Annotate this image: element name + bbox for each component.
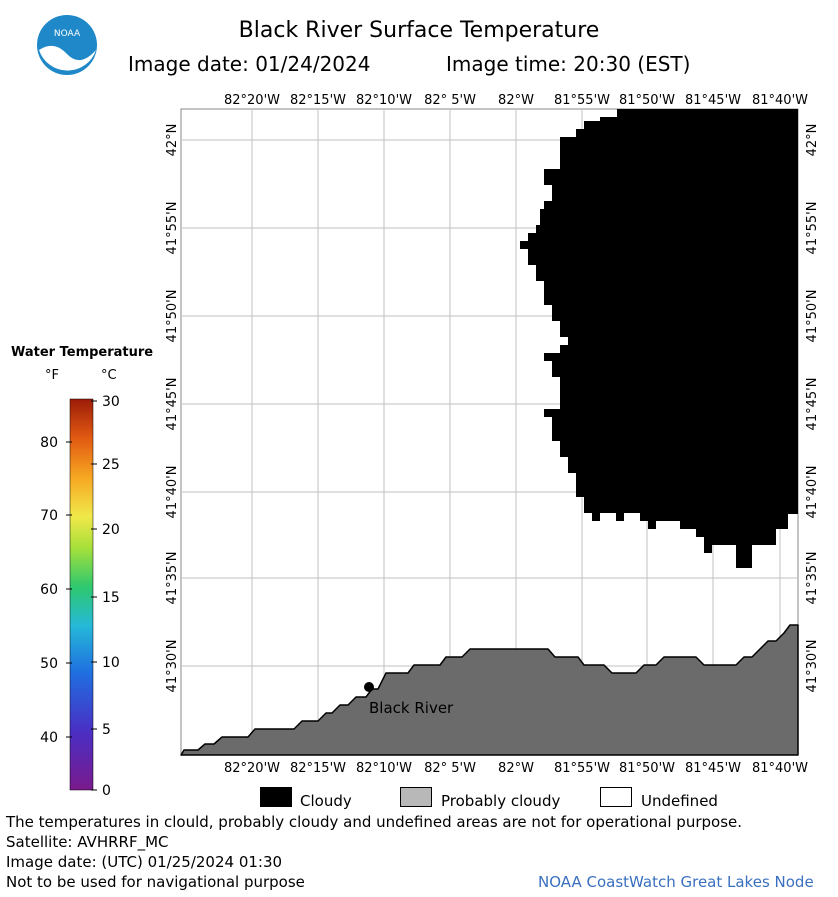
scale-c-tick: 25 bbox=[102, 457, 120, 473]
lat-label-right: 42°N bbox=[805, 124, 820, 157]
lat-label-left: 42°N bbox=[165, 124, 180, 157]
scale-c-tick: 20 bbox=[102, 522, 120, 538]
lon-label-top: 82°W bbox=[498, 93, 534, 108]
lat-label-right: 41°35'N bbox=[805, 552, 820, 605]
legend-swatch-undefined bbox=[600, 787, 632, 807]
lat-label-left: 41°55'N bbox=[165, 202, 180, 255]
scale-title: Water Temperature bbox=[11, 345, 154, 360]
lat-label-left: 41°40'N bbox=[165, 466, 180, 519]
noaa-logo: NOAA bbox=[37, 15, 97, 75]
page-title: Black River Surface Temperature bbox=[238, 18, 600, 43]
color-scale: 80 70 60 50 40 30 25 20 15 10 5 0 bbox=[40, 394, 120, 799]
lat-label-right: 41°50'N bbox=[805, 290, 820, 343]
legend-label-probably-cloudy: Probably cloudy bbox=[441, 792, 561, 810]
lon-label-bottom: 81°55'W bbox=[554, 761, 610, 776]
map: Black River 82°20'W 82°15'W 82°10'W 82° … bbox=[165, 93, 820, 776]
lon-label-top: 81°45'W bbox=[685, 93, 741, 108]
footer-nav-note: Not to be used for navigational purpose bbox=[6, 873, 305, 891]
lat-label-right: 41°30'N bbox=[805, 640, 820, 693]
lon-label-top: 81°40'W bbox=[752, 93, 808, 108]
lon-label-bottom: 82°15'W bbox=[290, 761, 346, 776]
scale-unit-f: °F bbox=[45, 368, 59, 383]
lat-label-right: 41°40'N bbox=[805, 466, 820, 519]
footer-utc-date: Image date: (UTC) 01/25/2024 01:30 bbox=[6, 853, 283, 871]
lat-label-left: 41°50'N bbox=[165, 290, 180, 343]
lon-label-top: 82°20'W bbox=[224, 93, 280, 108]
lon-label-top: 82°15'W bbox=[290, 93, 346, 108]
scale-c-tick: 10 bbox=[102, 655, 120, 671]
lon-label-top: 82°10'W bbox=[356, 93, 412, 108]
lon-label-top: 82° 5'W bbox=[424, 93, 476, 108]
lat-label-right: 41°55'N bbox=[805, 202, 820, 255]
scale-f-tick: 40 bbox=[40, 730, 58, 746]
lon-label-top: 81°55'W bbox=[554, 93, 610, 108]
scale-f-tick: 60 bbox=[40, 582, 58, 598]
scale-c-tick: 0 bbox=[102, 783, 111, 799]
footer-satellite: Satellite: AVHRRF_MC bbox=[6, 833, 169, 851]
legend-swatch-cloudy bbox=[260, 787, 292, 807]
footer-disclaimer: The temperatures in clould, probably clo… bbox=[6, 813, 743, 831]
lon-label-bottom: 82°10'W bbox=[356, 761, 412, 776]
lon-label-top: 81°50'W bbox=[619, 93, 675, 108]
scale-c-tick: 15 bbox=[102, 590, 120, 606]
cloud-area bbox=[520, 109, 798, 568]
image-date: Image date: 01/24/2024 bbox=[128, 52, 371, 76]
legend-label-cloudy: Cloudy bbox=[300, 792, 352, 810]
scale-c-tick: 30 bbox=[102, 394, 120, 410]
lat-label-left: 41°45'N bbox=[165, 378, 180, 431]
land-area bbox=[180, 624, 799, 756]
image-time: Image time: 20:30 (EST) bbox=[446, 52, 691, 76]
footer-credit: NOAA CoastWatch Great Lakes Node bbox=[538, 873, 814, 891]
scale-f-tick: 80 bbox=[40, 435, 58, 451]
black-river-marker bbox=[364, 682, 374, 692]
scale-bar bbox=[69, 398, 94, 791]
lat-label-right: 41°45'N bbox=[805, 378, 820, 431]
scale-f-tick: 50 bbox=[40, 656, 58, 672]
lon-label-bottom: 81°50'W bbox=[619, 761, 675, 776]
lon-label-bottom: 82°20'W bbox=[224, 761, 280, 776]
lon-label-bottom: 82° 5'W bbox=[424, 761, 476, 776]
scale-c-tick: 5 bbox=[102, 722, 111, 738]
legend-swatch-probably-cloudy bbox=[400, 787, 432, 807]
logo-text: NOAA bbox=[54, 29, 81, 39]
scale-unit-c: °C bbox=[101, 368, 117, 383]
lat-label-left: 41°30'N bbox=[165, 640, 180, 693]
lat-label-left: 41°35'N bbox=[165, 552, 180, 605]
lon-label-bottom: 81°45'W bbox=[685, 761, 741, 776]
lon-label-bottom: 82°W bbox=[498, 761, 534, 776]
legend-label-undefined: Undefined bbox=[641, 792, 718, 810]
marker-label: Black River bbox=[369, 699, 454, 717]
lon-label-bottom: 81°40'W bbox=[752, 761, 808, 776]
scale-f-tick: 70 bbox=[40, 508, 58, 524]
